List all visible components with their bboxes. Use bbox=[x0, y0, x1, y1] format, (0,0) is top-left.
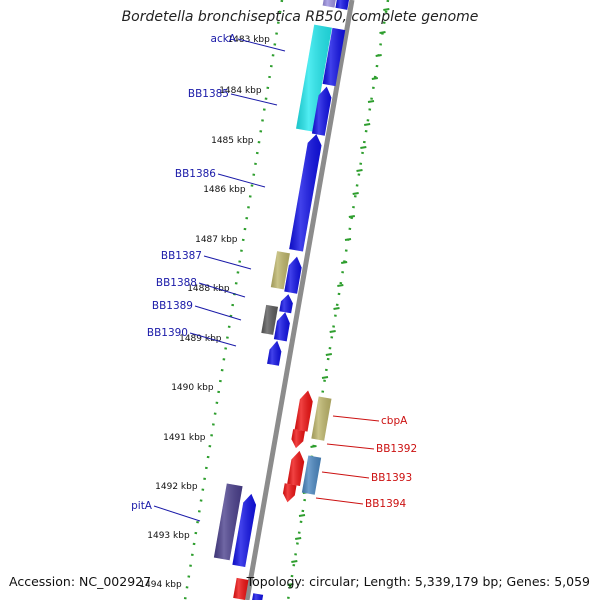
ruler-label-4: 1487 kbp bbox=[195, 235, 238, 245]
ruler-tick bbox=[310, 445, 317, 448]
gene-leader-bb1389 bbox=[194, 305, 242, 321]
gene-block-bb1390-shading bbox=[267, 340, 282, 366]
ruler-tick bbox=[364, 123, 371, 126]
gene-block-bb1387-khaki-shading bbox=[270, 251, 290, 290]
gene-block-acka-forward-shading bbox=[322, 27, 346, 87]
ruler-tick bbox=[379, 31, 386, 34]
gene-label-bb1386: BB1386 bbox=[175, 168, 216, 180]
ruler-label-8: 1491 kbp bbox=[163, 433, 206, 443]
ruler-label-1: 1484 kbp bbox=[219, 86, 262, 96]
gene-label-pita: pitA bbox=[131, 500, 153, 512]
gene-block-bb1393-red-shading bbox=[287, 450, 305, 486]
gene-leader-bb1388 bbox=[198, 282, 246, 298]
ruler-tick bbox=[329, 330, 336, 333]
gene-leader-bb1393 bbox=[321, 471, 370, 479]
gene-leader-pita bbox=[153, 505, 201, 522]
topology-label: Topology: circular; Length: 5,339,179 bp… bbox=[246, 574, 590, 589]
gene-label-bb1389: BB1389 bbox=[152, 300, 193, 312]
gene-label-bb1388: BB1388 bbox=[156, 277, 197, 289]
gene-label-cbpa: cbpA bbox=[381, 415, 408, 427]
gene-leader-bb1387 bbox=[203, 255, 252, 270]
gene-block-bb1385-shading bbox=[311, 86, 332, 136]
gene-block-bb1389-shading bbox=[273, 312, 290, 342]
gene-leader-acka bbox=[237, 38, 286, 52]
ruler-label-5: 1488 kbp bbox=[187, 284, 230, 294]
gene-block-acka-shading bbox=[296, 24, 332, 132]
gene-block-bottom-blue-shading bbox=[251, 593, 264, 603]
gene-block-bb1387-shading bbox=[284, 256, 302, 294]
ruler-tick bbox=[367, 100, 375, 103]
ruler-tick bbox=[383, 8, 390, 11]
ruler-label-0: 1483 kbp bbox=[227, 35, 270, 45]
ruler-tick bbox=[375, 54, 382, 57]
gene-block-bb1389-gray-shading bbox=[261, 304, 279, 335]
ruler-tick bbox=[337, 284, 344, 287]
ruler-label-10: 1493 kbp bbox=[147, 531, 190, 541]
gene-block-cbpa-shading bbox=[311, 396, 332, 441]
gene-block-bb1393-shading bbox=[301, 455, 322, 495]
gene-label-bb1392: BB1392 bbox=[376, 443, 417, 455]
ruler-guide-right bbox=[286, 0, 390, 601]
gene-block-bb1394-shading bbox=[282, 483, 297, 503]
map-title: Bordetella bronchiseptica RB50, complete… bbox=[121, 9, 479, 25]
ruler-tick bbox=[291, 560, 298, 563]
ruler-label-3: 1486 kbp bbox=[203, 185, 246, 195]
gene-block-bb1388-shading bbox=[279, 294, 293, 314]
gene-block-bb1386-shading bbox=[289, 134, 322, 252]
accession-label: Accession: NC_002927 bbox=[9, 574, 152, 589]
gene-block-pita-purple-shading bbox=[213, 483, 243, 561]
ruler-tick bbox=[287, 583, 294, 586]
gene-block-pita-shading bbox=[232, 493, 257, 568]
ruler-label-6: 1489 kbp bbox=[179, 334, 222, 344]
gene-leader-cbpa bbox=[332, 415, 380, 422]
gene-label-acka: ackA bbox=[211, 33, 237, 45]
ruler-label-2: 1485 kbp bbox=[211, 136, 254, 146]
ruler-tick bbox=[371, 77, 378, 80]
gene-block-cbpa-red-shading bbox=[294, 390, 313, 432]
ruler-tick bbox=[356, 169, 363, 172]
gene-label-bb1393: BB1393 bbox=[371, 472, 412, 484]
gene-block-top-shading bbox=[322, 0, 336, 8]
ruler-guide-left bbox=[183, 0, 284, 601]
gene-label-bb1394: BB1394 bbox=[365, 498, 406, 510]
gene-leader-bb1386 bbox=[217, 173, 266, 188]
gene-leader-bb1385 bbox=[230, 93, 278, 106]
ruler-label-9: 1492 kbp bbox=[155, 482, 198, 492]
ruler-tick bbox=[295, 537, 302, 540]
gene-block-top-2-shading bbox=[335, 0, 349, 10]
gene-label-bb1387: BB1387 bbox=[161, 250, 202, 262]
gene-label-bb1390: BB1390 bbox=[147, 327, 188, 339]
ruler-tick bbox=[333, 307, 340, 310]
gene-leader-bb1394 bbox=[315, 497, 364, 505]
gene-block-bottom-red-shading bbox=[233, 577, 249, 600]
gene-leader-bb1390 bbox=[189, 332, 237, 347]
ruler-tick bbox=[344, 238, 352, 241]
gene-block-bb1392-shading bbox=[291, 429, 306, 449]
ruler-tick bbox=[348, 215, 355, 218]
ruler-tick bbox=[321, 376, 329, 379]
ruler-tick bbox=[325, 353, 332, 356]
gene-label-bb1385: BB1385 bbox=[188, 88, 229, 100]
ruler-tick bbox=[341, 261, 348, 264]
ruler-tick bbox=[352, 192, 359, 195]
ruler-label-11: 1494 kbp bbox=[139, 580, 182, 590]
gene-leader-bb1392 bbox=[326, 443, 375, 450]
ruler-label-7: 1490 kbp bbox=[171, 383, 214, 393]
ruler-tick bbox=[298, 514, 306, 517]
genome-backbone bbox=[244, 0, 355, 601]
ruler-tick bbox=[360, 146, 367, 149]
